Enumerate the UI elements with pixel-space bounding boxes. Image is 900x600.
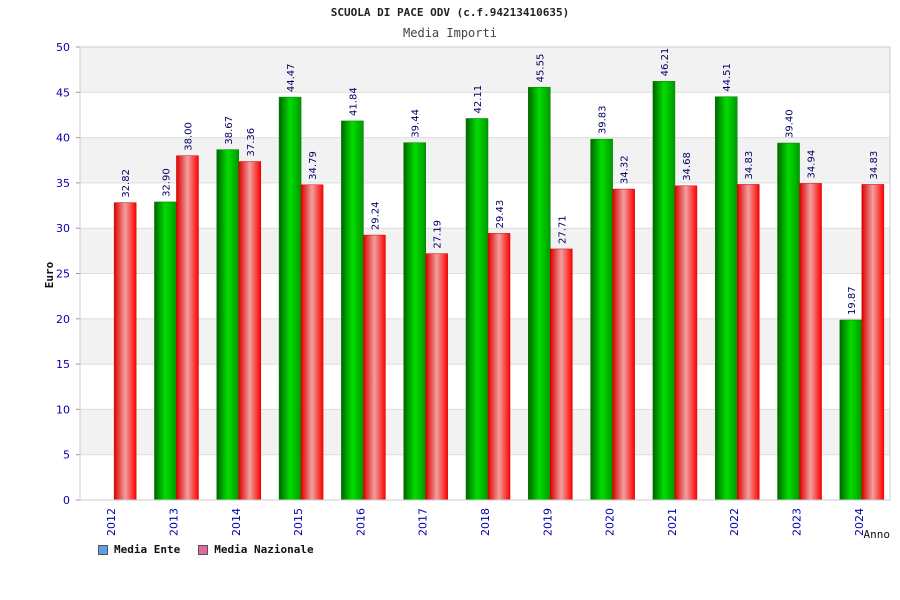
bar-media-ente (839, 319, 863, 501)
x-tick-label: 2020 (604, 508, 617, 536)
legend-label-media-nazionale: Media Nazionale (214, 543, 314, 556)
data-label: 39.83 (598, 105, 609, 134)
bar-media-nazionale (674, 185, 698, 501)
data-label: 34.32 (620, 155, 631, 184)
data-label: 34.94 (807, 150, 818, 179)
x-tick-label: 2024 (853, 508, 866, 536)
bar-media-ente (590, 138, 613, 501)
data-label: 32.82 (121, 169, 132, 198)
x-tick-label: 2013 (167, 508, 180, 536)
data-label: 39.40 (785, 109, 796, 138)
bar-media-nazionale (113, 202, 137, 501)
data-label: 34.68 (682, 152, 693, 181)
bar-media-ente (278, 96, 302, 501)
bar-media-ente (465, 118, 489, 501)
data-label: 41.84 (348, 87, 359, 116)
y-tick-label: 50 (56, 41, 70, 54)
bar-media-nazionale (612, 188, 635, 501)
bar-media-ente (216, 149, 240, 501)
chart-legend: Media Ente Media Nazionale (98, 543, 314, 556)
x-tick-label: 2022 (728, 508, 741, 536)
chart-subtitle: Media Importi (403, 26, 497, 40)
data-label: 37.36 (246, 128, 257, 157)
data-label: 44.51 (722, 63, 733, 92)
bar-media-ente (154, 201, 177, 501)
legend-swatch-media-ente (98, 544, 108, 555)
bar-media-ente (528, 87, 551, 501)
y-tick-label: 45 (56, 86, 70, 99)
x-tick-label: 2019 (541, 508, 554, 536)
bar-media-ente (777, 142, 800, 501)
y-tick-label: 20 (56, 313, 70, 326)
data-label: 32.90 (161, 168, 172, 197)
plot-band (80, 47, 890, 93)
data-label: 38.00 (183, 122, 194, 151)
bar-media-nazionale (300, 184, 324, 501)
data-label: 27.71 (557, 215, 568, 244)
x-tick-label: 2014 (230, 508, 243, 536)
bar-media-nazionale (363, 234, 386, 501)
data-label: 27.19 (433, 220, 444, 249)
x-tick-label: 2017 (417, 508, 430, 536)
bar-media-ente (403, 142, 426, 501)
x-tick-label: 2015 (292, 508, 305, 536)
y-tick-label: 25 (56, 268, 70, 281)
bar-media-nazionale (238, 161, 262, 501)
bar-media-nazionale (550, 248, 573, 501)
y-axis-title: Euro (43, 261, 56, 288)
data-label: 34.83 (744, 151, 755, 180)
y-tick-label: 40 (56, 132, 70, 145)
y-tick-label: 10 (56, 403, 70, 416)
legend-item-media-ente: Media Ente (98, 543, 180, 556)
data-label: 19.87 (847, 286, 858, 315)
bar-media-nazionale (736, 184, 760, 501)
data-label: 29.24 (370, 201, 381, 230)
chart-title: SCUOLA DI PACE ODV (c.f.94213410635) (330, 6, 570, 19)
bar-media-ente (652, 81, 676, 501)
bar-media-nazionale (176, 155, 199, 501)
bar-media-ente (341, 120, 364, 501)
data-label: 29.43 (495, 200, 506, 229)
x-tick-label: 2021 (666, 508, 679, 536)
legend-label-media-ente: Media Ente (114, 543, 181, 556)
data-label: 45.55 (535, 54, 546, 83)
y-tick-label: 5 (63, 449, 70, 462)
y-tick-label: 0 (63, 494, 70, 507)
y-tick-label: 15 (56, 358, 70, 371)
bar-media-nazionale (425, 253, 448, 501)
bar-media-nazionale (861, 184, 885, 501)
x-axis-title: Anno (864, 528, 891, 541)
x-tick-label: 2023 (791, 508, 804, 536)
data-label: 34.79 (308, 151, 319, 180)
data-label: 42.11 (473, 85, 484, 114)
bar-media-nazionale (487, 233, 511, 501)
y-tick-label: 30 (56, 222, 70, 235)
bar-media-nazionale (799, 183, 822, 501)
x-tick-label: 2016 (354, 508, 367, 536)
data-label: 38.67 (224, 116, 235, 145)
data-label: 34.83 (869, 151, 880, 180)
x-tick-label: 2012 (105, 508, 118, 536)
legend-swatch-media-nazionale (198, 544, 209, 555)
data-label: 44.47 (286, 63, 297, 92)
x-tick-label: 2018 (479, 508, 492, 536)
data-label: 39.44 (411, 109, 422, 138)
bar-media-ente (714, 96, 738, 501)
data-label: 46.21 (660, 48, 671, 77)
plot-frame (79, 46, 891, 501)
legend-item-media-nazionale: Media Nazionale (198, 543, 314, 556)
y-tick-label: 35 (56, 177, 70, 190)
